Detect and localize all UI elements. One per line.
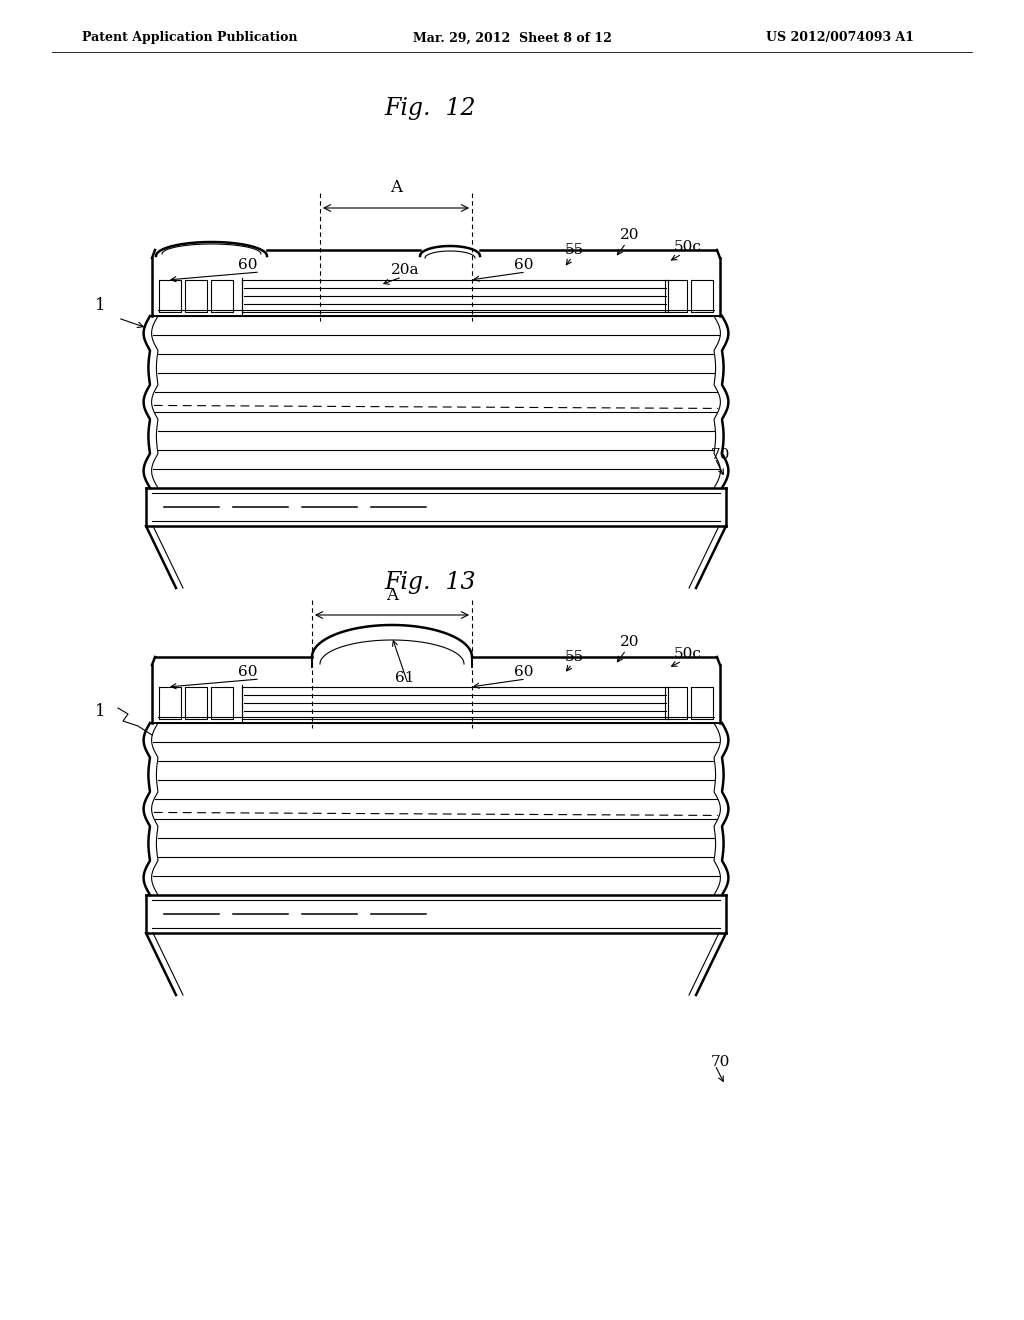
- Text: 60: 60: [514, 257, 534, 272]
- Text: Mar. 29, 2012  Sheet 8 of 12: Mar. 29, 2012 Sheet 8 of 12: [413, 32, 611, 45]
- Text: Patent Application Publication: Patent Application Publication: [82, 32, 298, 45]
- Text: 20: 20: [621, 635, 640, 649]
- Text: A: A: [386, 586, 398, 603]
- Text: A: A: [390, 180, 402, 197]
- Text: 61: 61: [395, 671, 415, 685]
- Text: 50c: 50c: [674, 647, 701, 661]
- Text: 60: 60: [514, 665, 534, 678]
- Text: Fig.  12: Fig. 12: [384, 96, 476, 120]
- Text: 20a: 20a: [391, 263, 419, 277]
- Text: 55: 55: [564, 649, 584, 664]
- Text: 70: 70: [711, 1055, 730, 1069]
- Text: 1: 1: [94, 297, 105, 314]
- Text: 70: 70: [711, 447, 730, 462]
- Text: 55: 55: [564, 243, 584, 257]
- Text: US 2012/0074093 A1: US 2012/0074093 A1: [766, 32, 914, 45]
- Text: Fig.  13: Fig. 13: [384, 572, 476, 594]
- Text: 60: 60: [239, 665, 258, 678]
- Text: 60: 60: [239, 257, 258, 272]
- Text: 20: 20: [621, 228, 640, 242]
- Text: 1: 1: [94, 704, 105, 721]
- Text: 50c: 50c: [674, 240, 701, 253]
